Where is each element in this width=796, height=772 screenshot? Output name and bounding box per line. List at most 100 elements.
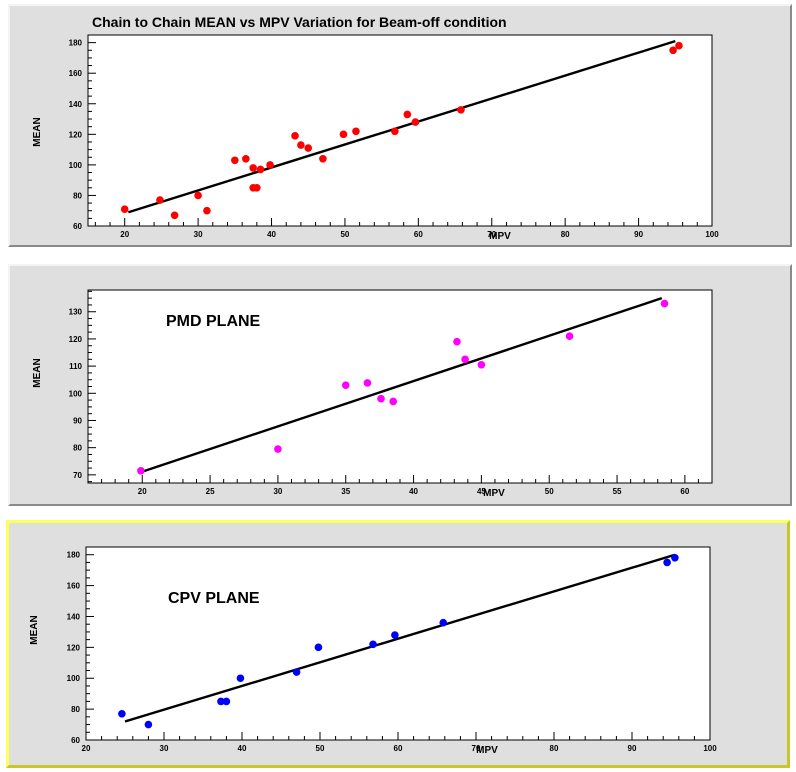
data-point xyxy=(403,110,412,119)
y-tick-label: 120 xyxy=(69,335,83,344)
x-tick-label: 30 xyxy=(160,744,169,753)
data-point xyxy=(249,164,257,172)
data-point xyxy=(217,697,225,706)
x-tick-label: 20 xyxy=(120,230,129,239)
y-tick-label: 80 xyxy=(73,191,82,200)
x-tick-label: 60 xyxy=(394,744,403,753)
x-axis-title: MPV xyxy=(489,231,511,242)
x-tick-label: 30 xyxy=(194,230,203,239)
pad-pmd: 20 25 30 35 40 45 50 55 60 70 80 90 100 110 120 130 MPV M… xyxy=(8,264,792,506)
x-tick-label: 50 xyxy=(340,230,349,239)
pad-all: Chain to Chain MEAN vs MPV Variation for… xyxy=(8,4,792,247)
data-point xyxy=(352,127,360,136)
data-point xyxy=(304,144,313,152)
x-tick-label: 50 xyxy=(316,744,325,753)
data-point xyxy=(222,697,231,706)
data-point xyxy=(292,668,301,676)
data-point xyxy=(391,127,399,136)
data-point xyxy=(253,184,261,192)
x-tick-label: 45 xyxy=(477,487,486,496)
x-tick-label: 20 xyxy=(138,487,147,496)
plot-frame xyxy=(87,34,713,227)
y-tick-label: 140 xyxy=(67,612,81,621)
y-tick-label: 80 xyxy=(71,705,80,714)
chart-title: Chain to Chain MEAN vs MPV Variation for… xyxy=(92,14,507,30)
data-point xyxy=(203,206,211,215)
data-point xyxy=(231,156,239,165)
data-point xyxy=(144,720,153,729)
y-tick-label: 100 xyxy=(67,674,81,683)
x-tick-label: 55 xyxy=(613,487,622,496)
x-tick-label: 20 xyxy=(82,744,91,753)
data-point xyxy=(137,466,145,475)
x-tick-label: 80 xyxy=(550,744,559,753)
data-point xyxy=(660,299,669,308)
data-point xyxy=(314,643,323,652)
x-tick-label: 100 xyxy=(705,230,719,239)
data-point xyxy=(118,709,126,718)
data-point xyxy=(477,360,486,369)
y-tick-label: 110 xyxy=(69,362,82,371)
x-tick-label: 100 xyxy=(703,744,717,753)
fit-line xyxy=(124,553,676,723)
data-point xyxy=(242,154,250,163)
data-point xyxy=(663,558,671,567)
x-tick-label: 90 xyxy=(634,230,643,239)
data-point xyxy=(274,445,282,453)
y-tick-label: 180 xyxy=(69,39,83,48)
data-point xyxy=(156,196,164,204)
y-tick-label: 70 xyxy=(73,471,82,480)
x-tick-label: 35 xyxy=(341,487,350,496)
data-point xyxy=(297,141,305,149)
chart-all: 20 30 40 50 60 70 80 90 100 60 80 100 120 140 160 180 MP… xyxy=(32,34,719,242)
y-tick-label: 60 xyxy=(71,736,80,745)
y-tick-label: 60 xyxy=(73,222,82,231)
y-axis-title: MEAN xyxy=(29,615,40,644)
fit-line xyxy=(140,297,663,474)
x-tick-label: 50 xyxy=(545,487,554,496)
y-tick-label: 140 xyxy=(69,100,83,109)
data-point xyxy=(236,674,245,683)
data-point xyxy=(266,161,274,169)
x-tick-label: 90 xyxy=(628,744,637,753)
pad-cpv[interactable]: 20 30 40 50 60 70 80 90 100 60 80 100 120 140 160 180 MP… xyxy=(6,520,790,768)
chart-pmd: 20 25 30 35 40 45 50 55 60 70 80 90 100 110 120 130 MPV M… xyxy=(32,289,713,499)
data-point xyxy=(453,337,461,346)
data-point xyxy=(319,154,327,163)
x-tick-label: 60 xyxy=(680,487,689,496)
x-tick-label: 70 xyxy=(472,744,481,753)
x-tick-label: 40 xyxy=(267,230,276,239)
y-tick-label: 130 xyxy=(69,308,83,317)
x-tick-label: 80 xyxy=(561,230,570,239)
data-point xyxy=(291,132,299,140)
x-tick-label: 60 xyxy=(414,230,423,239)
data-point xyxy=(411,118,420,126)
x-tick-label: 70 xyxy=(487,230,496,239)
data-point xyxy=(194,191,202,200)
y-axis-title: MEAN xyxy=(32,117,43,146)
y-tick-label: 180 xyxy=(67,551,81,560)
x-axis-title: MPV xyxy=(476,745,498,756)
data-point xyxy=(389,397,398,406)
y-tick-label: 100 xyxy=(69,389,83,398)
data-point xyxy=(461,355,469,364)
data-point xyxy=(377,394,385,403)
plot-frame xyxy=(85,546,711,741)
data-point xyxy=(671,554,679,562)
data-point xyxy=(457,106,465,114)
data-point xyxy=(120,205,129,213)
x-tick-label: 40 xyxy=(409,487,418,496)
x-tick-label: 30 xyxy=(273,487,282,496)
x-tick-label: 40 xyxy=(238,744,247,753)
y-tick-label: 120 xyxy=(69,130,83,139)
data-point xyxy=(565,332,574,341)
y-tick-label: 80 xyxy=(73,444,82,453)
data-point xyxy=(675,41,683,50)
fit-line xyxy=(128,39,676,214)
data-point xyxy=(391,631,399,639)
data-point xyxy=(363,379,372,387)
data-point xyxy=(439,618,448,627)
y-tick-label: 90 xyxy=(73,416,82,425)
data-point xyxy=(369,640,377,649)
plane-label: PMD PLANE xyxy=(166,313,261,330)
